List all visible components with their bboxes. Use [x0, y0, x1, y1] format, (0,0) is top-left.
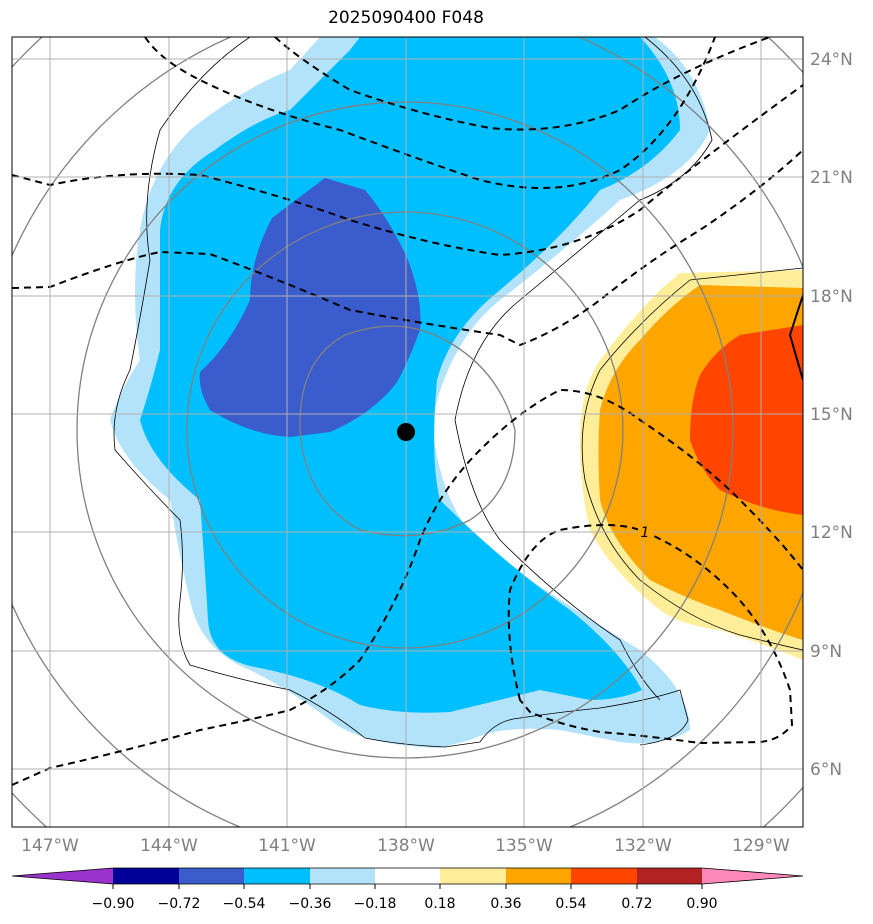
colorbar-extend-low	[12, 868, 113, 884]
colorbar-tick-label: 0.54	[555, 896, 586, 912]
colorbar-tick-label: 0.36	[490, 896, 521, 912]
lat-tick-label: 24°N	[810, 50, 853, 70]
colorbar-tick-label: −0.90	[92, 896, 135, 912]
map-title: 2025090400 F048	[328, 8, 484, 28]
colorbar-tick-label: 0.72	[621, 896, 652, 912]
contour-outline-right	[454, 37, 713, 701]
lat-tick-label: 15°N	[810, 405, 853, 425]
lat-tick-labels: 24°N 21°N 18°N 15°N 12°N 9°N 6°N	[810, 50, 853, 780]
contour-label: 1	[641, 525, 650, 541]
lat-tick-label: 12°N	[810, 523, 853, 543]
graticule	[12, 37, 803, 827]
colorbar-tick-label: −0.72	[158, 896, 201, 912]
colorbar-tick-label: 0.90	[686, 896, 717, 912]
contour-thick-edge	[788, 294, 803, 381]
lat-tick-label: 18°N	[810, 287, 853, 307]
contour-outline-left	[113, 37, 689, 748]
lon-tick-label: 129°W	[732, 836, 790, 856]
lon-tick-label: 141°W	[258, 836, 316, 856]
lat-tick-label: 9°N	[810, 642, 842, 662]
colorbar-tick-label: 0.18	[424, 896, 455, 912]
colorbar-tick-label: −0.54	[223, 896, 266, 912]
center-marker	[397, 423, 415, 441]
dark-blue-region	[199, 178, 421, 437]
colorbar-tick-label: −0.36	[289, 896, 332, 912]
lon-tick-label: 132°W	[614, 836, 672, 856]
lat-tick-label: 21°N	[810, 168, 853, 188]
dashed-contours	[12, 37, 803, 786]
red-region	[690, 325, 803, 515]
colorbar-extend-high	[702, 868, 803, 884]
contour-outline-warm	[581, 267, 803, 651]
lon-tick-label: 138°W	[377, 836, 435, 856]
lon-tick-label: 147°W	[21, 836, 79, 856]
lon-tick-label: 144°W	[140, 836, 198, 856]
colorbar: −0.90 −0.72 −0.54 −0.36 −0.18 0.18 0.36 …	[11, 867, 804, 912]
lon-tick-labels: 147°W 144°W 141°W 138°W 135°W 132°W 129°…	[21, 836, 790, 856]
map-frame	[11, 36, 804, 828]
lat-tick-label: 6°N	[810, 760, 842, 780]
colorbar-tick-label: −0.18	[354, 896, 397, 912]
lon-tick-label: 135°W	[495, 836, 553, 856]
blue-region	[140, 37, 680, 713]
